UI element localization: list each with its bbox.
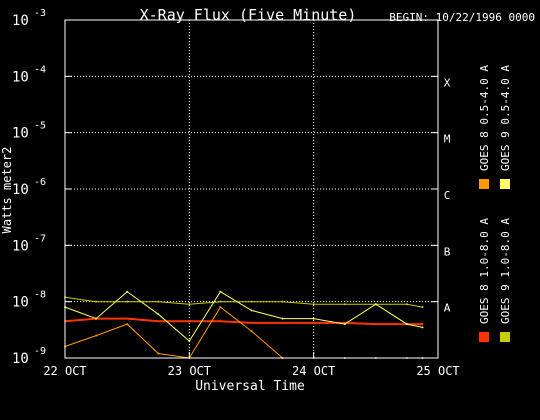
- series-point-1: [188, 320, 191, 323]
- flare-class-label: B: [444, 245, 451, 258]
- series-point-1: [250, 321, 253, 324]
- series-point-4: [405, 323, 408, 326]
- series-point-2: [157, 352, 160, 355]
- x-tick-label: 22 OCT: [43, 364, 86, 378]
- series-point-2: [250, 330, 253, 333]
- legend-swatch: [479, 332, 489, 342]
- series-point-4: [157, 313, 160, 316]
- y-tick-label-base: 10: [12, 126, 29, 142]
- series-point-1: [281, 321, 284, 324]
- series-point-4: [312, 317, 315, 320]
- y-tick-label-exponent: -3: [34, 8, 46, 19]
- series-point-3: [219, 300, 222, 303]
- series-point-4: [343, 323, 346, 326]
- x-tick-label: 23 OCT: [168, 364, 211, 378]
- series-point-1: [157, 320, 160, 323]
- series-point-2: [219, 306, 222, 309]
- flare-class-label: M: [444, 133, 451, 146]
- series-point-3: [95, 300, 98, 303]
- begin-date-label: BEGIN: 10/22/1996 0000: [389, 11, 535, 24]
- x-tick-label: 24 OCT: [292, 364, 335, 378]
- series-point-4: [281, 317, 284, 320]
- flare-class-label: X: [444, 76, 451, 89]
- series-point-1: [421, 323, 424, 326]
- series-line-2: [64, 306, 423, 359]
- series-point-4: [219, 290, 222, 293]
- series-point-3: [343, 303, 346, 306]
- series-point-4: [95, 317, 98, 320]
- series-point-3: [250, 300, 253, 303]
- legend-label: GOES 8 0.5-4.0 A: [478, 65, 491, 171]
- series-line-4: [64, 291, 423, 342]
- y-tick-label-exponent: -8: [34, 290, 46, 301]
- flare-class-label: A: [444, 302, 451, 315]
- legend-label: GOES 9 1.0-8.0 A: [499, 218, 512, 324]
- y-tick-label-exponent: -7: [34, 233, 46, 244]
- series-point-3: [405, 303, 408, 306]
- series-point-3: [421, 306, 424, 309]
- series-point-4: [374, 303, 377, 306]
- x-tick-label: 25 OCT: [416, 364, 459, 378]
- series-point-3: [126, 300, 129, 303]
- series-point-4: [421, 326, 424, 329]
- series-point-1: [219, 320, 222, 323]
- y-axis-label: Watts meter2: [0, 147, 14, 234]
- flare-class-label: C: [444, 189, 451, 202]
- y-tick-label-base: 10: [12, 182, 29, 198]
- legend-swatch: [500, 332, 510, 342]
- y-tick-label-base: 10: [12, 238, 29, 254]
- series-point-4: [126, 290, 129, 293]
- legend-label: GOES 8 1.0-8.0 A: [478, 218, 491, 324]
- series-point-4: [188, 340, 191, 343]
- chart-title: X-Ray Flux (Five Minute): [140, 6, 357, 24]
- legend-swatch: [500, 179, 510, 189]
- series-point-3: [188, 303, 191, 306]
- y-tick-label-exponent: -9: [34, 346, 46, 357]
- series-point-3: [281, 300, 284, 303]
- legend-label: GOES 9 0.5-4.0 A: [499, 65, 512, 171]
- series-line-1: [64, 317, 423, 326]
- series-point-4: [250, 309, 253, 312]
- y-tick-label-base: 10: [12, 13, 29, 29]
- y-tick-label-base: 10: [12, 351, 29, 367]
- series-point-1: [312, 321, 315, 324]
- legend-swatch: [479, 179, 489, 189]
- series-point-2: [95, 334, 98, 337]
- y-tick-label-exponent: -5: [34, 121, 46, 132]
- series-point-1: [374, 323, 377, 326]
- y-tick-label-exponent: -4: [34, 64, 46, 75]
- y-tick-label-base: 10: [12, 69, 29, 85]
- y-tick-label-base: 10: [12, 295, 29, 311]
- series-point-1: [126, 317, 129, 320]
- y-tick-label-exponent: -6: [34, 177, 46, 188]
- x-axis-label: Universal Time: [195, 379, 305, 394]
- series-point-3: [157, 300, 160, 303]
- series-point-2: [126, 323, 129, 326]
- series-point-3: [312, 303, 315, 306]
